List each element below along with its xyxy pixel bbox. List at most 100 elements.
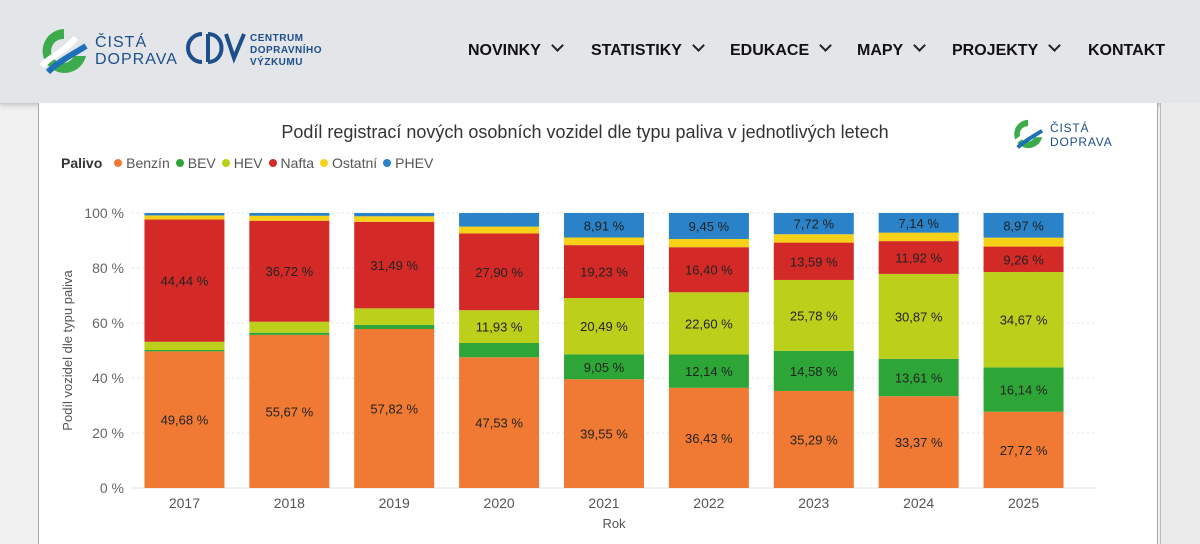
bar-segment-2021-1 xyxy=(564,354,644,380)
data-label: 22,60 % xyxy=(685,316,733,331)
x-tick-label: 2018 xyxy=(274,495,305,511)
partner-name-line3: VÝZKUMU xyxy=(250,57,303,68)
data-label: 11,92 % xyxy=(895,251,942,266)
data-label: 14,58 % xyxy=(790,364,838,379)
bar-segment-2025-1 xyxy=(983,367,1064,412)
chart-title: Podíl registrací nových osobních vozidel… xyxy=(281,122,889,142)
cista-doprava-logo-icon[interactable] xyxy=(36,26,92,76)
legend-item-3[interactable]: Nafta xyxy=(268,155,314,171)
menu-item-projekty[interactable]: PROJEKTY xyxy=(952,39,1062,60)
x-tick-label: 2020 xyxy=(484,495,515,511)
data-label: 33,37 % xyxy=(895,435,943,450)
data-label: 16,14 % xyxy=(1000,383,1048,398)
bar-segment-2022-3 xyxy=(668,247,749,293)
bar-segment-2022-0 xyxy=(668,387,749,488)
bar-segment-2020-4 xyxy=(459,226,540,234)
menu-item-kontakt[interactable]: KONTAKT xyxy=(1088,42,1165,60)
bar-segment-2018-3 xyxy=(249,220,330,322)
data-label: 36,43 % xyxy=(685,431,733,446)
chevron-down-icon xyxy=(1048,39,1062,52)
partner-name[interactable]: CENTRUM DOPRAVNÍHO VÝZKUMU xyxy=(250,33,322,69)
data-label: 30,87 % xyxy=(895,309,943,324)
chevron-down-icon xyxy=(819,39,832,52)
legend-title: Palivo xyxy=(61,155,103,171)
bar-segment-2025-4 xyxy=(983,237,1064,247)
legend-item-1[interactable]: BEV xyxy=(175,155,216,171)
legend-item-0[interactable]: Benzín xyxy=(114,155,170,171)
bar-segment-2021-3 xyxy=(564,245,644,299)
data-label: 57,82 % xyxy=(370,401,418,416)
page-scrollbar[interactable] xyxy=(1160,103,1200,544)
bar-segment-2025-3 xyxy=(983,246,1064,273)
bar-segment-2018-0 xyxy=(249,334,330,488)
bar-segment-2020-1 xyxy=(459,342,540,358)
chevron-down-icon xyxy=(913,39,927,52)
menu-item-edukace[interactable]: EDUKACE xyxy=(730,39,832,60)
bar-segment-2019-1 xyxy=(354,324,435,329)
menu-item-mapy-label: MAPY xyxy=(857,42,904,59)
bar-segment-2020-3 xyxy=(459,233,540,311)
bar-segment-2018-2 xyxy=(249,321,330,333)
bar-segment-2020-0 xyxy=(459,357,540,488)
bar-segment-2017-2 xyxy=(144,341,225,351)
cdv-logo-icon[interactable] xyxy=(182,28,248,68)
bar-segment-2024-2 xyxy=(878,273,959,359)
partner-name-line1: CENTRUM xyxy=(250,33,304,44)
data-label: 44,44 % xyxy=(161,274,209,289)
data-label: 27,90 % xyxy=(475,265,523,280)
chevron-down-icon xyxy=(692,39,705,52)
bar-segment-2020-5 xyxy=(459,213,540,227)
data-label: 13,59 % xyxy=(790,254,838,269)
legend-item-4[interactable]: Ostatní xyxy=(320,155,377,171)
legend-dot-icon xyxy=(221,159,230,167)
legend-item-2[interactable]: HEV xyxy=(221,155,263,171)
legend-label: HEV xyxy=(233,155,263,171)
stacked-bar-chart: 0 % 20 % 40 % 60 % 80 % 100 % 49,68 % 44,44 % 20… xyxy=(60,205,1096,531)
bar-segment-2025-5 xyxy=(983,213,1064,238)
bar-segment-2021-5 xyxy=(564,213,644,238)
watermark-line2: DOPRAVA xyxy=(1050,135,1113,149)
data-label: 39,55 % xyxy=(580,427,628,442)
brand-name[interactable]: ČISTÁ DOPRAVA xyxy=(95,34,178,68)
y-tick-label: 40 % xyxy=(92,370,124,386)
y-tick-label: 20 % xyxy=(92,425,124,441)
x-tick-label: 2023 xyxy=(798,495,829,511)
legend-label: BEV xyxy=(187,155,216,171)
data-label: 49,68 % xyxy=(161,413,209,428)
data-label: 35,29 % xyxy=(790,432,838,447)
brand-name-line1: ČISTÁ xyxy=(95,34,148,51)
legend-label: Ostatní xyxy=(332,155,378,171)
legend-dot-icon xyxy=(268,159,277,167)
bar-segment-2018-5 xyxy=(249,213,330,216)
chevron-down-icon xyxy=(551,39,564,52)
data-label: 7,72 % xyxy=(794,217,835,232)
data-label: 27,72 % xyxy=(1000,443,1048,458)
bar-segment-2022-4 xyxy=(668,238,749,248)
top-navbar: ČISTÁ DOPRAVA CENTRUM DOPRAVNÍHO VÝZKUMU… xyxy=(0,0,1200,104)
data-label: 12,14 % xyxy=(685,364,733,379)
bar-segment-2018-4 xyxy=(249,215,330,221)
menu-item-novinky[interactable]: NOVINKY xyxy=(468,39,564,60)
menu-item-statistiky[interactable]: STATISTIKY xyxy=(591,39,705,60)
data-label: 34,67 % xyxy=(1000,313,1048,328)
bar-segment-2024-3 xyxy=(878,241,959,274)
bar-segment-2017-0 xyxy=(144,351,225,488)
bar-segment-2018-1 xyxy=(249,332,330,335)
bar-segment-2025-0 xyxy=(983,411,1064,488)
data-label: 9,26 % xyxy=(1003,252,1044,267)
y-tick-label: 60 % xyxy=(92,315,124,331)
menu-item-projekty-label: PROJEKTY xyxy=(952,42,1039,59)
bar-segment-2023-3 xyxy=(773,242,854,280)
legend-label: PHEV xyxy=(395,155,434,171)
legend-item-5[interactable]: PHEV xyxy=(383,155,433,171)
y-tick-label: 80 % xyxy=(92,260,124,276)
bar-segment-2019-0 xyxy=(354,328,435,488)
bar-segment-2023-0 xyxy=(773,390,854,488)
legend-label: Benzín xyxy=(126,155,170,171)
bar-segment-2019-2 xyxy=(354,308,435,325)
data-label: 16,40 % xyxy=(685,263,733,278)
menu-item-mapy[interactable]: MAPY xyxy=(857,39,927,60)
bar-segment-2021-4 xyxy=(564,237,644,246)
partner-name-line2: DOPRAVNÍHO xyxy=(250,45,323,56)
brand-name-line2: DOPRAVA xyxy=(95,51,178,68)
